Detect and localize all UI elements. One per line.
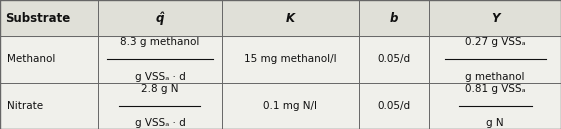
Text: 2.8 g N: 2.8 g N <box>141 83 178 94</box>
Text: 0.05/d: 0.05/d <box>378 54 411 64</box>
Text: K: K <box>286 12 295 25</box>
Text: 0.27 g VSSₐ: 0.27 g VSSₐ <box>465 37 526 47</box>
Text: 0.1 mg N/l: 0.1 mg N/l <box>263 101 318 111</box>
Text: b: b <box>390 12 398 25</box>
Text: g VSSₐ · d: g VSSₐ · d <box>135 72 185 82</box>
Text: Methanol: Methanol <box>7 54 55 64</box>
Text: q̂: q̂ <box>156 11 164 25</box>
Text: g methanol: g methanol <box>465 72 525 82</box>
Text: Substrate: Substrate <box>6 12 71 25</box>
Text: 0.05/d: 0.05/d <box>378 101 411 111</box>
Text: Y: Y <box>491 12 499 25</box>
Text: 0.81 g VSSₐ: 0.81 g VSSₐ <box>465 83 526 94</box>
Text: g N: g N <box>486 118 504 128</box>
Text: Nitrate: Nitrate <box>7 101 43 111</box>
Text: 15 mg methanol/l: 15 mg methanol/l <box>244 54 337 64</box>
Bar <box>0 0 561 36</box>
Text: 8.3 g methanol: 8.3 g methanol <box>120 37 200 47</box>
Text: g VSSₐ · d: g VSSₐ · d <box>135 118 185 128</box>
